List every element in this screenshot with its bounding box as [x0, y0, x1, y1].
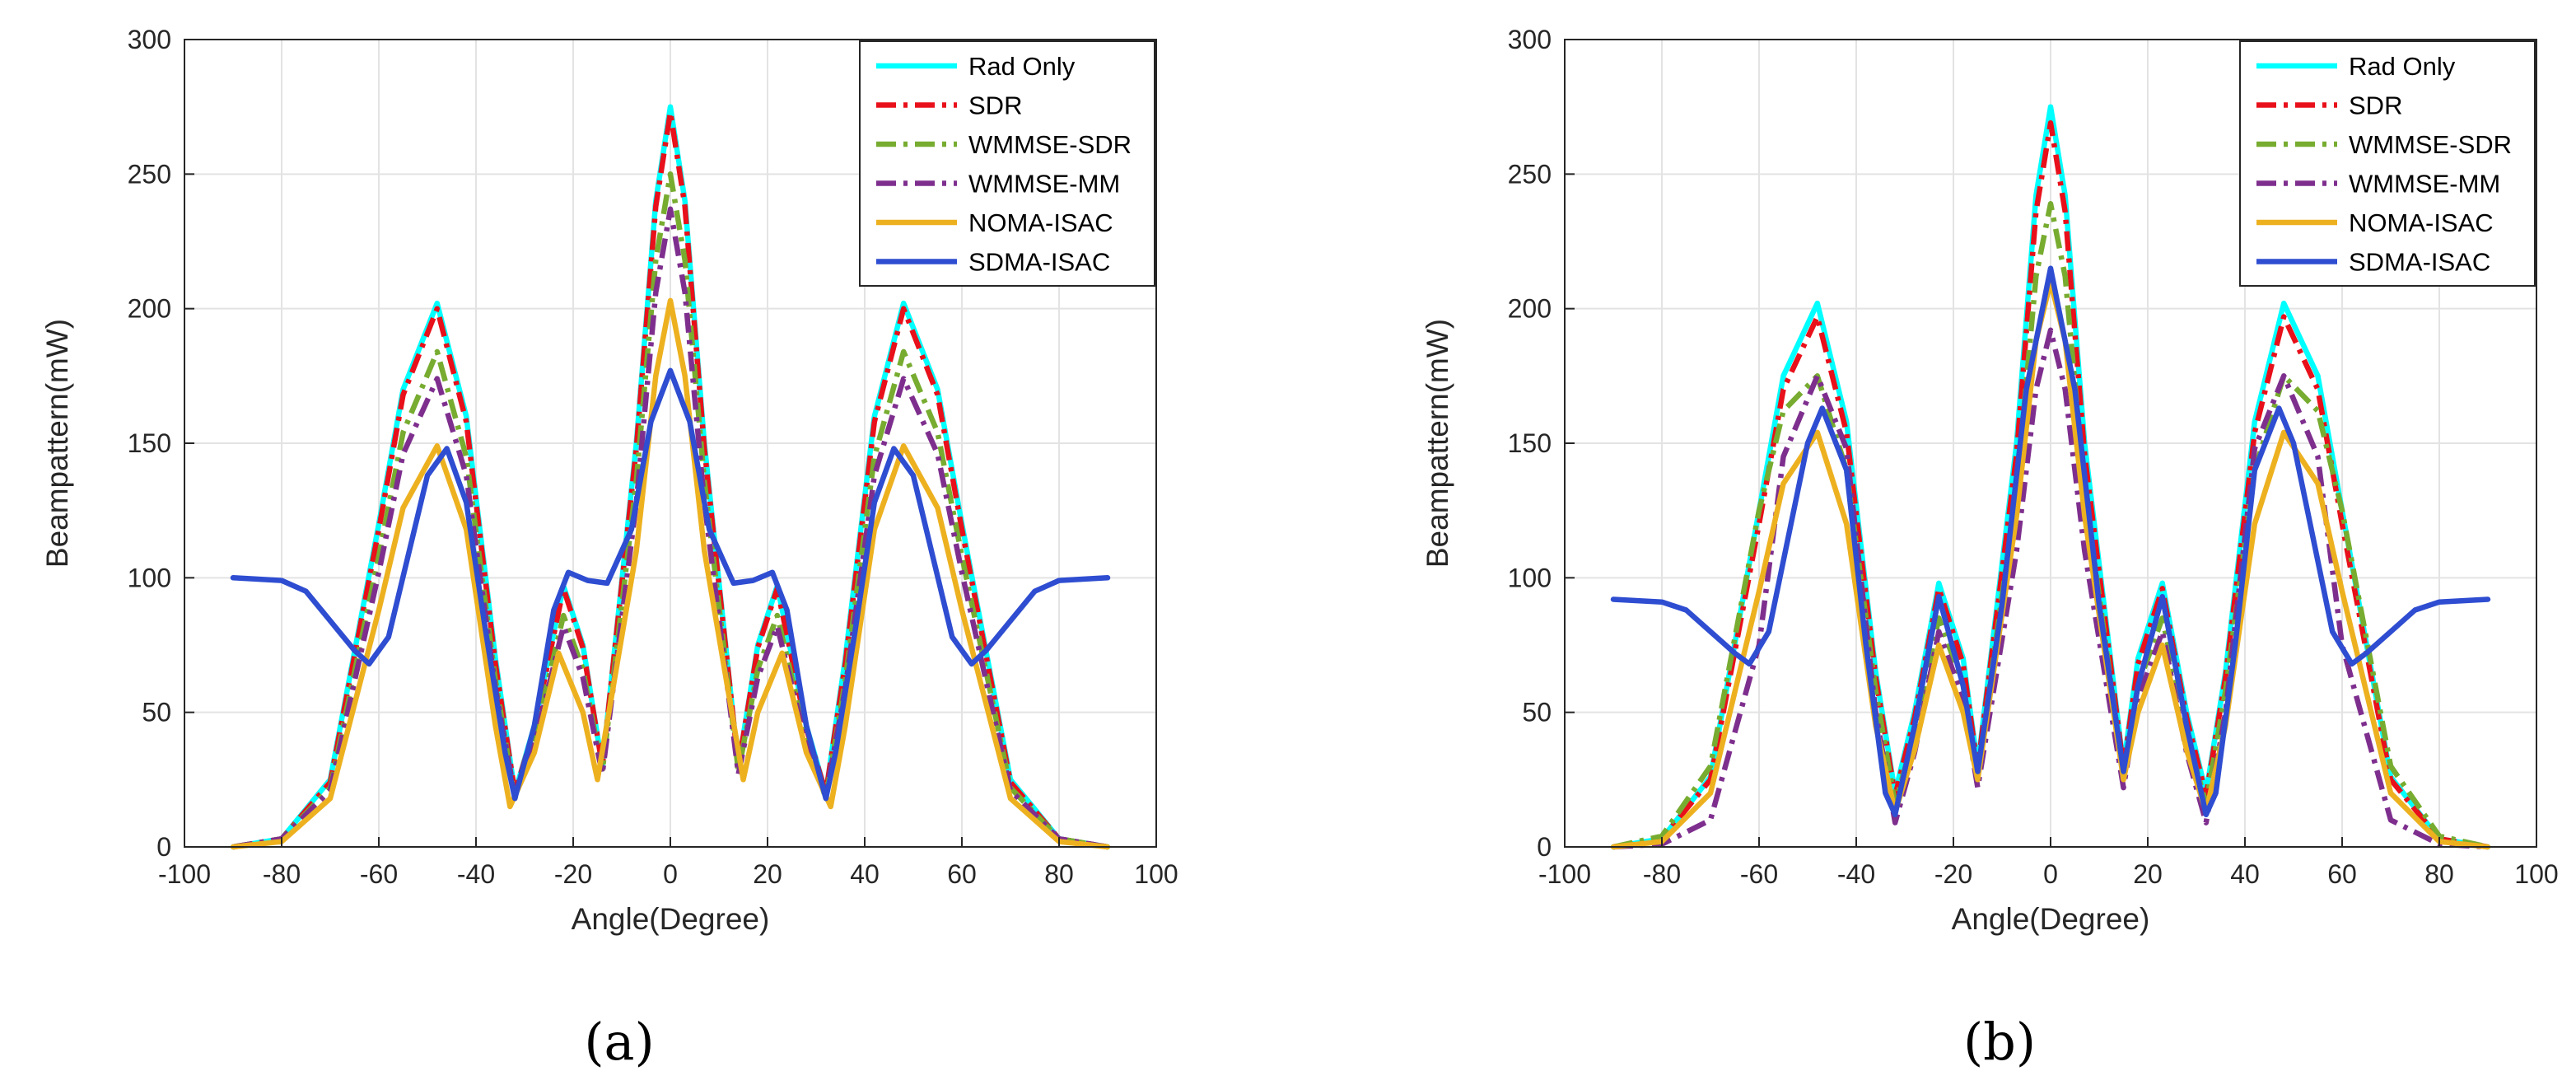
chart-1-legend-label-rad-only: Rad Only	[968, 52, 1076, 81]
chart-1-ytick-label-2: 100	[128, 563, 171, 592]
chart-1-ytick-label-4: 200	[128, 294, 171, 324]
chart-2-xtick-label-1: -80	[1643, 859, 1681, 889]
chart-2-legend-label-sdr: SDR	[2349, 91, 2402, 120]
chart-2-ytick-label-0: 0	[1537, 832, 1552, 862]
chart-2-series-sdr	[1612, 120, 2489, 850]
chart-1-ytick-label-0: 0	[156, 832, 171, 862]
panel-b: -100 -80 -60 -40 -20 0 20 40 60 80 100 0 50 100 150 200…	[1421, 25, 2559, 936]
chart-1-legend-label-wmmse-sdr: WMMSE-SDR	[968, 130, 1132, 159]
chart-1-legend-label-sdma-isac: SDMA-ISAC	[968, 248, 1110, 277]
chart-2-xtick-label-6: 20	[2133, 859, 2163, 889]
chart-1-ytick-label-3: 150	[128, 428, 171, 458]
chart-1-xtick-label-7: 40	[850, 859, 880, 889]
chart-2-legend: Rad Only SDR WMMSE-SDR WMMSE-MM NOMA-ISAC SDM…	[2239, 40, 2536, 287]
chart-1-xtick-label-10: 100	[1134, 859, 1178, 889]
chart-1-series-sdma-isac	[230, 367, 1111, 802]
chart-1-xtick-label-3: -40	[457, 859, 495, 889]
chart-1-ytick-label-1: 50	[142, 698, 171, 727]
chart-1-xtick-label-1: -80	[263, 859, 301, 889]
caption-b: (b)	[1963, 1012, 2036, 1072]
chart-2-xtick-label-0: -100	[1538, 859, 1591, 889]
chart-2-xtick-label-9: 80	[2424, 859, 2454, 889]
panel-a: -100 -80 -60 -40 -20 0 20 40 60 80 100 0 50 100 150 200…	[40, 25, 1178, 936]
chart-1-xtick-label-2: -60	[360, 859, 398, 889]
chart-2-xtick-label-7: 40	[2230, 859, 2260, 889]
chart-2-ytick-label-4: 200	[1508, 294, 1552, 324]
chart-2-xtick-label-5: 0	[2043, 859, 2058, 889]
chart-2-xtick-label-3: -40	[1837, 859, 1875, 889]
chart-1-ytick-label-6: 300	[128, 25, 171, 54]
chart-1-legend-label-wmmse-mm: WMMSE-MM	[968, 170, 1120, 199]
chart-2-legend-label-wmmse-mm: WMMSE-MM	[2349, 170, 2500, 199]
chart-2-series-sdma-isac	[1610, 265, 2491, 818]
chart-1-series-sdr	[232, 109, 1108, 850]
chart-1-xtick-label-9: 80	[1044, 859, 1074, 889]
chart-2-legend-label-noma-isac: NOMA-ISAC	[2349, 208, 2494, 237]
chart-1-series-wmmse-sdr	[232, 171, 1108, 850]
chart-2-legend-label-sdma-isac: SDMA-ISAC	[2349, 248, 2490, 277]
chart-1-legend: Rad Only SDR WMMSE-SDR WMMSE-MM NOMA-ISAC SDM…	[859, 40, 1155, 287]
chart-2-ytick-label-2: 100	[1508, 563, 1552, 592]
chart-1-xtick-label-4: -20	[554, 859, 592, 889]
chart-2-series-wmmse-sdr	[1612, 201, 2489, 850]
caption-a: (a)	[584, 1012, 654, 1072]
chart-2-ytick-label-5: 250	[1508, 159, 1552, 189]
chart-2-legend-label-wmmse-sdr: WMMSE-SDR	[2349, 130, 2512, 159]
chart-2-series-rad-only	[1610, 104, 2491, 850]
chart-2-xtick-label-2: -60	[1740, 859, 1778, 889]
chart-1-legend-label-sdr: SDR	[968, 91, 1022, 120]
chart-1-xlabel: Angle(Degree)	[572, 902, 770, 936]
chart-2-xtick-label-4: -20	[1934, 859, 1972, 889]
chart-2-legend-label-rad-only: Rad Only	[2349, 52, 2456, 81]
chart-1-legend-label-noma-isac: NOMA-ISAC	[968, 208, 1113, 237]
chart-2-legend-box	[2239, 40, 2536, 287]
chart-1-ytick-label-5: 250	[128, 159, 171, 189]
chart-2-ytick-label-1: 50	[1522, 698, 1552, 727]
chart-2-ylabel: Beampattern(mW)	[1421, 319, 1454, 568]
chart-2-ytick-label-3: 150	[1508, 428, 1552, 458]
chart-1-legend-box	[859, 40, 1155, 287]
chart-2-xtick-label-10: 100	[2514, 859, 2558, 889]
chart-1-series-wmmse-mm	[232, 206, 1108, 850]
chart-2-ytick-label-6: 300	[1508, 25, 1552, 54]
chart-1-xtick-label-8: 60	[947, 859, 977, 889]
chart-1-series-noma-isac	[230, 297, 1111, 850]
chart-1-xtick-label-0: -100	[158, 859, 211, 889]
chart-1-ylabel: Beampattern(mW)	[40, 319, 74, 568]
chart-1-series-rad-only	[230, 104, 1111, 850]
chart-1-xtick-label-5: 0	[663, 859, 678, 889]
chart-1-xtick-label-6: 20	[753, 859, 782, 889]
chart-2-series-wmmse-mm	[1612, 327, 2489, 850]
chart-2-xlabel: Angle(Degree)	[1952, 902, 2150, 936]
chart-2-xtick-label-8: 60	[2327, 859, 2357, 889]
